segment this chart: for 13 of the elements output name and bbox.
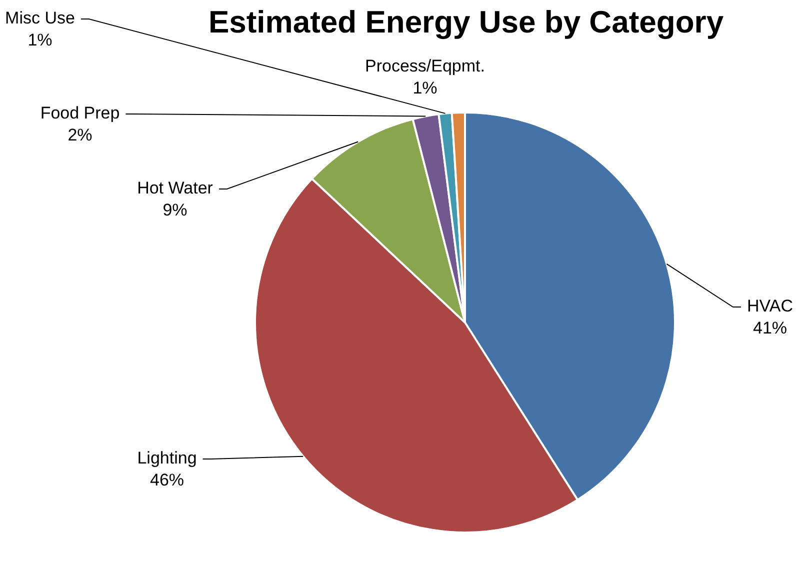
data-label: 2% xyxy=(68,126,92,145)
slice-label: Food Prep xyxy=(40,104,120,123)
slice-label: Lighting xyxy=(137,448,197,468)
data-label: 41% xyxy=(752,318,788,338)
slice-label: Misc Use xyxy=(5,8,75,28)
data-label: 9% xyxy=(162,200,188,220)
data-label: 46% xyxy=(150,470,184,490)
slice-label: Process/Eqpmt. xyxy=(365,56,485,76)
slice-label: Hot Water xyxy=(137,178,214,198)
data-label: 1% xyxy=(28,30,52,50)
slice-label: HVAC xyxy=(747,296,793,316)
data-label: 1% xyxy=(412,78,438,98)
chart-title: Estimated Energy Use by Category xyxy=(208,4,724,40)
